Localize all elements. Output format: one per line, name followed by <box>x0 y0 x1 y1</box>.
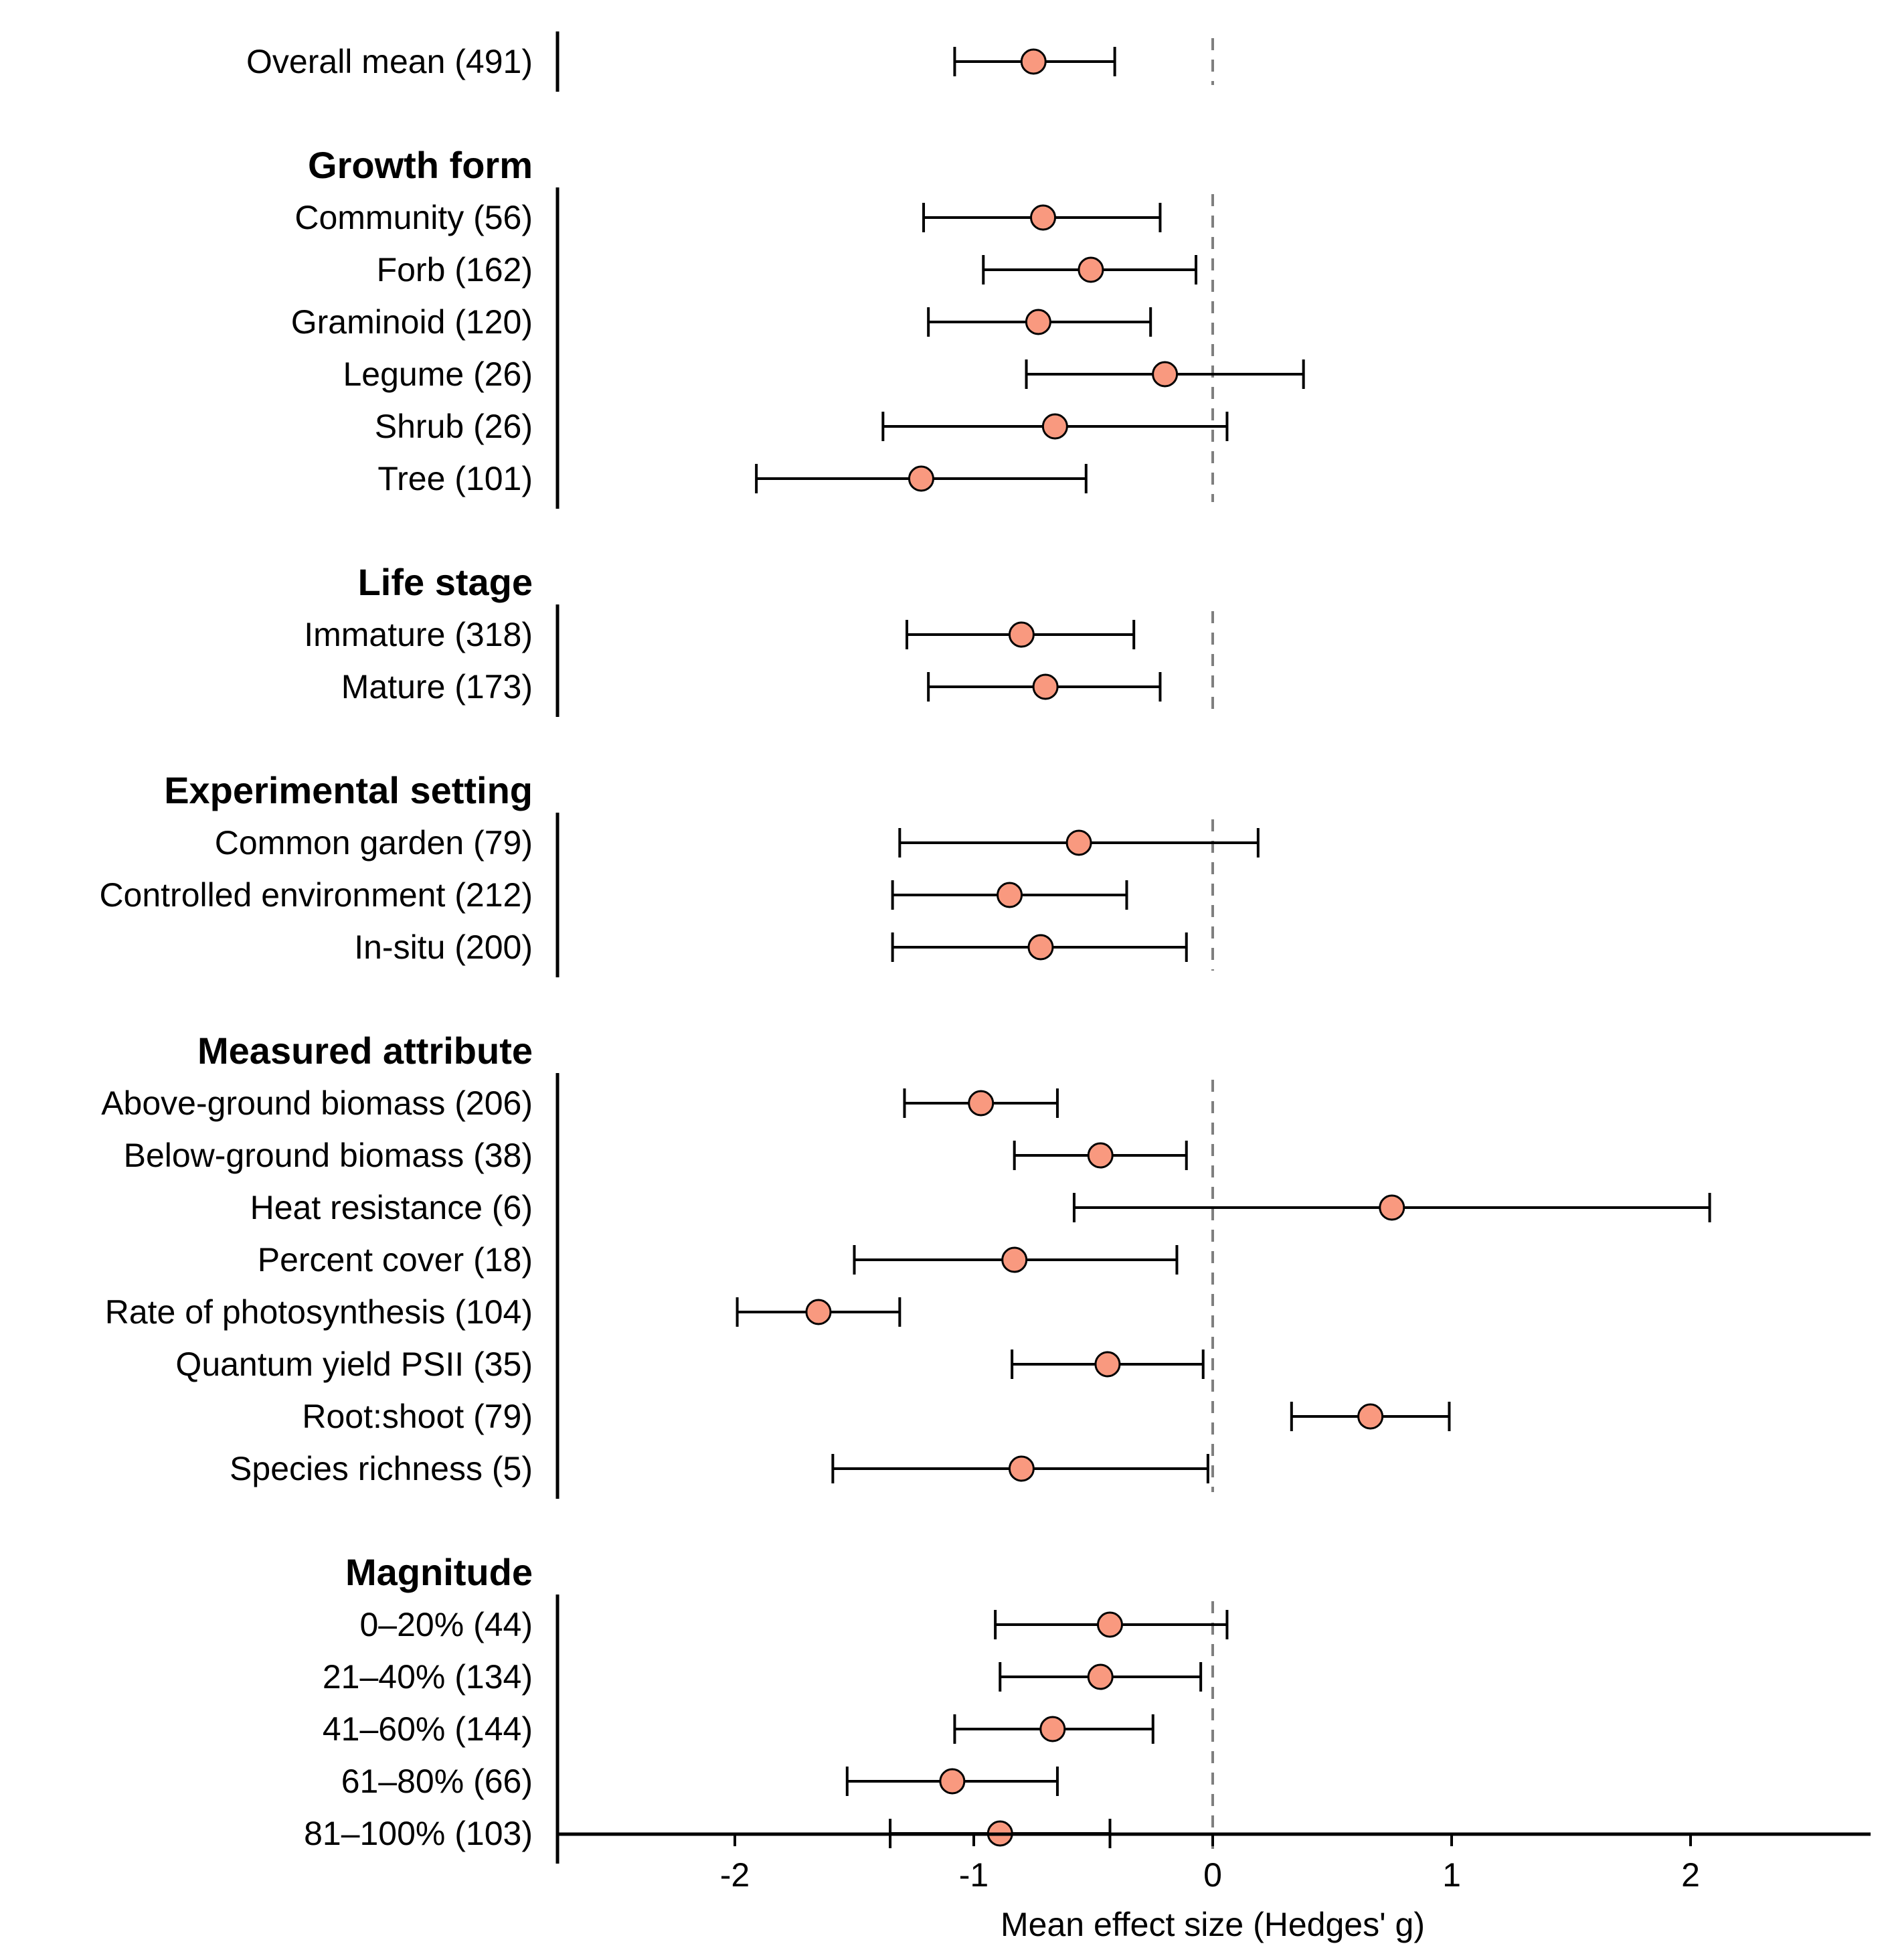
mean-marker <box>1008 1455 1035 1482</box>
group-title: Life stage <box>358 561 533 603</box>
mean-marker <box>1078 256 1104 283</box>
row-label: Mature (173) <box>341 668 533 706</box>
forest-row: Shrub (26) <box>375 408 1229 445</box>
row-label: 0–20% (44) <box>360 1606 533 1643</box>
forest-row: Mature (173) <box>341 668 1162 706</box>
row-label: Species richness (5) <box>230 1450 533 1487</box>
x-tick-label: 0 <box>1203 1856 1222 1894</box>
row-label: 81–100% (103) <box>304 1815 533 1852</box>
group-4: Measured attribute Above-ground biomass (… <box>101 1030 1711 1499</box>
mean-marker <box>997 882 1023 908</box>
row-label: Common garden (79) <box>215 824 533 862</box>
mean-marker <box>1379 1194 1405 1221</box>
forest-row: Quantum yield PSII (35) <box>175 1345 1205 1383</box>
mean-marker <box>1152 361 1179 388</box>
row-label: Shrub (26) <box>375 408 533 445</box>
forest-row: Controlled environment (212) <box>99 876 1128 914</box>
mean-marker <box>1065 829 1092 856</box>
group-5: Magnitude 0–20% (44) 21–40% (134) 41–60% (1… <box>304 1551 1229 1864</box>
forest-row: 61–80% (66) <box>341 1763 1059 1800</box>
forest-row: Immature (318) <box>304 616 1136 653</box>
row-label: Below-ground biomass (38) <box>124 1137 533 1174</box>
row-label: Quantum yield PSII (35) <box>175 1345 533 1383</box>
row-label: Tree (101) <box>377 460 533 497</box>
row-label: Immature (318) <box>304 616 533 653</box>
forest-row: Tree (101) <box>377 460 1088 497</box>
row-label: 61–80% (66) <box>341 1763 533 1800</box>
x-tick-label: 1 <box>1442 1856 1461 1894</box>
mean-marker <box>805 1299 832 1325</box>
mean-marker <box>1030 204 1057 231</box>
forest-row: Heat resistance (6) <box>250 1189 1711 1226</box>
forest-row: 0–20% (44) <box>360 1606 1229 1643</box>
group-title: Magnitude <box>345 1551 533 1593</box>
forest-row: Percent cover (18) <box>258 1241 1179 1279</box>
forest-row: Common garden (79) <box>215 824 1260 862</box>
mean-marker <box>1025 309 1051 335</box>
group-title: Growth form <box>308 144 533 186</box>
mean-marker <box>1041 413 1068 440</box>
group-title: Measured attribute <box>197 1030 533 1072</box>
forest-row: Community (56) <box>294 199 1162 236</box>
row-label: Heat resistance (6) <box>250 1189 533 1226</box>
mean-marker <box>908 465 934 492</box>
forest-row: Above-ground biomass (206) <box>101 1084 1059 1122</box>
mean-marker <box>1039 1716 1066 1742</box>
group-title: Experimental setting <box>164 769 533 811</box>
row-label: Rate of photosynthesis (104) <box>105 1293 533 1331</box>
forest-row: In-situ (200) <box>354 928 1188 966</box>
forest-row: Root:shoot (79) <box>302 1398 1451 1435</box>
row-label: In-situ (200) <box>354 928 533 966</box>
group-1: Growth form Community (56) Forb (162) Grami… <box>291 144 1305 509</box>
forest-row: Graminoid (120) <box>291 303 1152 341</box>
mean-marker <box>1008 621 1035 648</box>
forest-row: Below-ground biomass (38) <box>124 1137 1188 1174</box>
group-0: Overall mean (491) <box>246 31 1116 92</box>
mean-marker <box>939 1768 966 1795</box>
mean-marker <box>1027 934 1054 961</box>
row-label: Forb (162) <box>377 251 533 289</box>
x-axis: -2 -1 0 1 2 Mean effect size (Hedges' g) <box>557 1832 1871 1943</box>
row-label: Controlled environment (212) <box>99 876 533 914</box>
forest-row: Overall mean (491) <box>246 43 1116 80</box>
x-ticks: -2 -1 0 1 2 <box>720 1834 1700 1894</box>
group-2: Life stage Immature (318) Mature (173) <box>304 561 1162 717</box>
x-tick-label: 2 <box>1681 1856 1700 1894</box>
row-label: Overall mean (491) <box>246 43 533 80</box>
mean-marker <box>1020 48 1047 75</box>
mean-marker <box>1094 1351 1121 1378</box>
mean-marker <box>1096 1611 1123 1638</box>
x-tick-label: -2 <box>720 1856 750 1894</box>
row-label: Community (56) <box>294 199 533 236</box>
mean-marker <box>1087 1142 1114 1169</box>
forest-row: Legume (26) <box>343 355 1305 393</box>
row-label: Graminoid (120) <box>291 303 533 341</box>
x-tick-label: -1 <box>959 1856 989 1894</box>
mean-marker <box>968 1090 995 1117</box>
row-label: Root:shoot (79) <box>302 1398 533 1435</box>
row-label: 41–60% (144) <box>323 1710 533 1748</box>
mean-marker <box>1001 1246 1028 1273</box>
mean-marker <box>1032 673 1059 700</box>
x-axis-title: Mean effect size (Hedges' g) <box>1001 1906 1425 1943</box>
row-label: Percent cover (18) <box>258 1241 533 1279</box>
groups-layer: Overall mean (491) Growth form Community (… <box>99 31 1711 1864</box>
row-label: Above-ground biomass (206) <box>101 1084 533 1122</box>
forest-row: Forb (162) <box>377 251 1198 289</box>
mean-marker <box>1357 1403 1384 1430</box>
mean-marker <box>1087 1663 1114 1690</box>
group-3: Experimental setting Common garden (79) Co… <box>99 769 1260 977</box>
row-label: 21–40% (134) <box>323 1658 533 1696</box>
forest-row: Species richness (5) <box>230 1450 1209 1487</box>
row-label: Legume (26) <box>343 355 533 393</box>
forest-row: 41–60% (144) <box>323 1710 1154 1748</box>
forest-row: 21–40% (134) <box>323 1658 1203 1696</box>
forest-row: Rate of photosynthesis (104) <box>105 1293 902 1331</box>
